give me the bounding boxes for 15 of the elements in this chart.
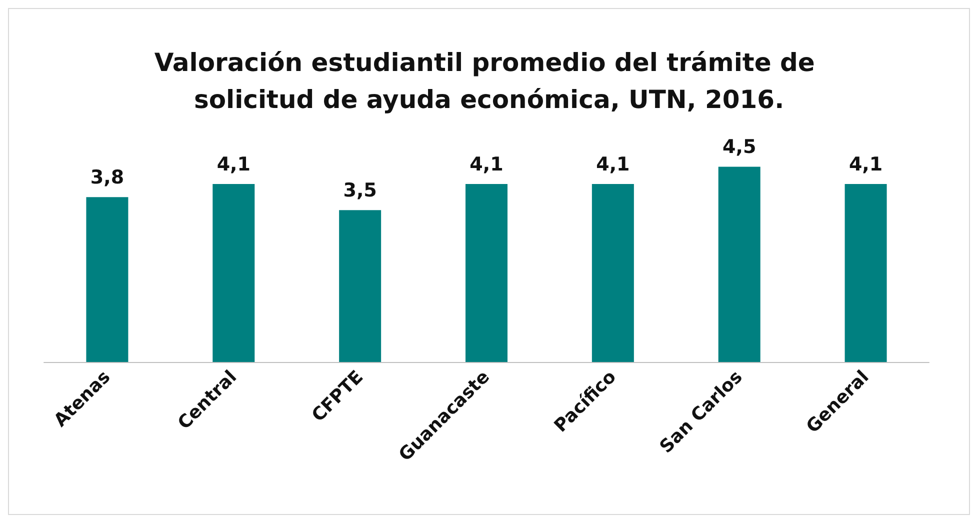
bar — [466, 184, 508, 362]
bar — [339, 210, 382, 362]
data-label: 4,1 — [470, 154, 504, 176]
data-label: 4,1 — [848, 154, 883, 176]
chart-title: Valoración estudiantil promedio del trámite de solicitud de ayuda económica, UTN, 2016. — [154, 48, 824, 114]
bar — [592, 184, 634, 362]
data-label: 4,5 — [722, 136, 756, 158]
bar — [86, 197, 128, 362]
bar — [212, 184, 255, 362]
bar — [844, 184, 887, 362]
data-label: 4,1 — [596, 154, 630, 176]
data-label: 3,5 — [343, 180, 377, 202]
data-label: 3,8 — [90, 166, 124, 189]
bar — [718, 166, 760, 362]
data-label: 4,1 — [216, 154, 250, 176]
